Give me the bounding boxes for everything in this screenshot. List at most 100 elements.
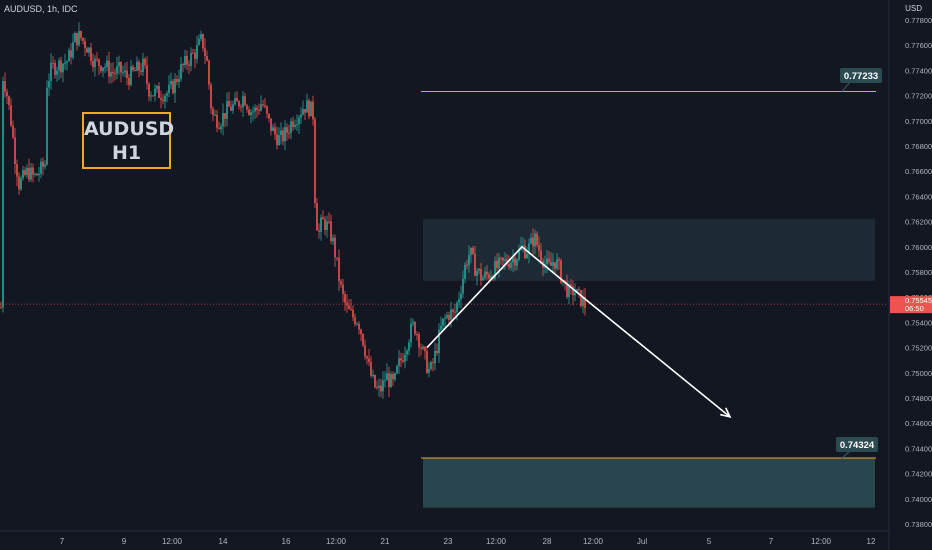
candle-body bbox=[98, 59, 100, 66]
candle-body bbox=[356, 323, 358, 325]
candle-body bbox=[384, 380, 386, 382]
time-tick-label: 12:00 bbox=[326, 537, 347, 546]
candle-body bbox=[206, 55, 208, 61]
time-tick-label: 7 bbox=[60, 537, 65, 546]
candle-body bbox=[128, 78, 130, 85]
candle-body bbox=[408, 342, 410, 351]
candle-body bbox=[302, 108, 304, 115]
candle-body bbox=[540, 250, 542, 261]
candle-body bbox=[374, 375, 376, 388]
candle-body bbox=[32, 167, 34, 175]
candle-body bbox=[510, 262, 512, 268]
candle-body bbox=[148, 83, 150, 97]
candle-body bbox=[516, 259, 518, 266]
target-zone bbox=[423, 458, 875, 508]
candle-body bbox=[480, 269, 482, 281]
candle-body bbox=[24, 170, 26, 175]
time-tick-label: 23 bbox=[444, 537, 453, 546]
candle-body bbox=[396, 365, 398, 374]
candle-body bbox=[218, 127, 220, 129]
candle-body bbox=[230, 106, 232, 111]
candle-body bbox=[404, 354, 406, 362]
candle-body bbox=[578, 289, 580, 291]
price-tick-label: 0.76400 bbox=[905, 192, 932, 201]
candle-body bbox=[476, 270, 478, 276]
candle-body bbox=[398, 358, 400, 366]
candle-body bbox=[446, 314, 448, 318]
candle-body bbox=[532, 237, 534, 247]
candle-body bbox=[348, 305, 350, 310]
price-tick-label: 0.74000 bbox=[905, 495, 932, 504]
candle-body bbox=[352, 309, 354, 318]
candle-body bbox=[20, 178, 22, 190]
candle-body bbox=[166, 93, 168, 96]
candle-body bbox=[334, 237, 336, 258]
price-tick-label: 0.77400 bbox=[905, 66, 932, 75]
candle-body bbox=[552, 262, 554, 266]
candle-body bbox=[460, 293, 462, 299]
candle-body bbox=[194, 52, 196, 59]
candle-body bbox=[434, 350, 436, 364]
candle-body bbox=[8, 96, 10, 105]
candle-body bbox=[394, 373, 396, 380]
candle-body bbox=[68, 50, 70, 62]
candle-body bbox=[188, 64, 190, 66]
candle-body bbox=[114, 73, 116, 75]
candle-body bbox=[550, 262, 552, 266]
candle-body bbox=[292, 121, 294, 127]
candle-body bbox=[300, 114, 302, 118]
candle-body bbox=[306, 100, 308, 113]
candle-body bbox=[286, 127, 288, 133]
candle-body bbox=[504, 259, 506, 261]
candle-body bbox=[110, 71, 112, 77]
candle-body bbox=[146, 65, 148, 84]
candle-body bbox=[424, 346, 426, 352]
candle-body bbox=[196, 44, 198, 59]
candle-body bbox=[112, 71, 114, 74]
projection-arrowhead bbox=[720, 407, 732, 419]
candle-body bbox=[260, 104, 262, 111]
candle-body bbox=[248, 109, 250, 116]
candle-body bbox=[488, 274, 490, 279]
candle-body bbox=[362, 334, 364, 346]
candle-body bbox=[448, 314, 450, 320]
candle-body bbox=[226, 101, 228, 119]
candle-body bbox=[50, 62, 52, 82]
candle-body bbox=[162, 99, 164, 102]
candle-body bbox=[58, 60, 60, 71]
candle-body bbox=[468, 254, 470, 266]
candle-body bbox=[242, 96, 244, 108]
candle-body bbox=[412, 322, 414, 324]
candle-body bbox=[344, 294, 346, 303]
candle-body bbox=[284, 127, 286, 142]
candle-body bbox=[272, 127, 274, 131]
candle-body bbox=[156, 86, 158, 89]
candle-body bbox=[164, 95, 166, 102]
candle-body bbox=[262, 104, 264, 106]
candle-body bbox=[466, 264, 468, 266]
price-tick-label: 0.76000 bbox=[905, 243, 932, 252]
candle-body bbox=[76, 33, 78, 46]
candle-body bbox=[150, 95, 152, 97]
candle-body bbox=[400, 358, 402, 361]
price-tick-label: 0.77600 bbox=[905, 41, 932, 50]
time-tick-label: 12:00 bbox=[583, 537, 604, 546]
candle-body bbox=[48, 81, 50, 88]
candle-body bbox=[30, 167, 32, 180]
candle-body bbox=[332, 237, 334, 242]
candle-body bbox=[26, 167, 28, 175]
candle-body bbox=[186, 55, 188, 65]
price-tick-label: 0.73800 bbox=[905, 520, 932, 529]
candle-body bbox=[548, 258, 550, 263]
candle-body bbox=[534, 233, 536, 247]
candle-body bbox=[28, 167, 30, 180]
candle-body bbox=[282, 130, 284, 142]
candle-body bbox=[570, 284, 572, 287]
candle-body bbox=[564, 280, 566, 282]
candle-body bbox=[444, 317, 446, 319]
current-price-countdown: 06:50 bbox=[905, 304, 924, 313]
candle-body bbox=[254, 107, 256, 112]
candle-body bbox=[358, 323, 360, 330]
